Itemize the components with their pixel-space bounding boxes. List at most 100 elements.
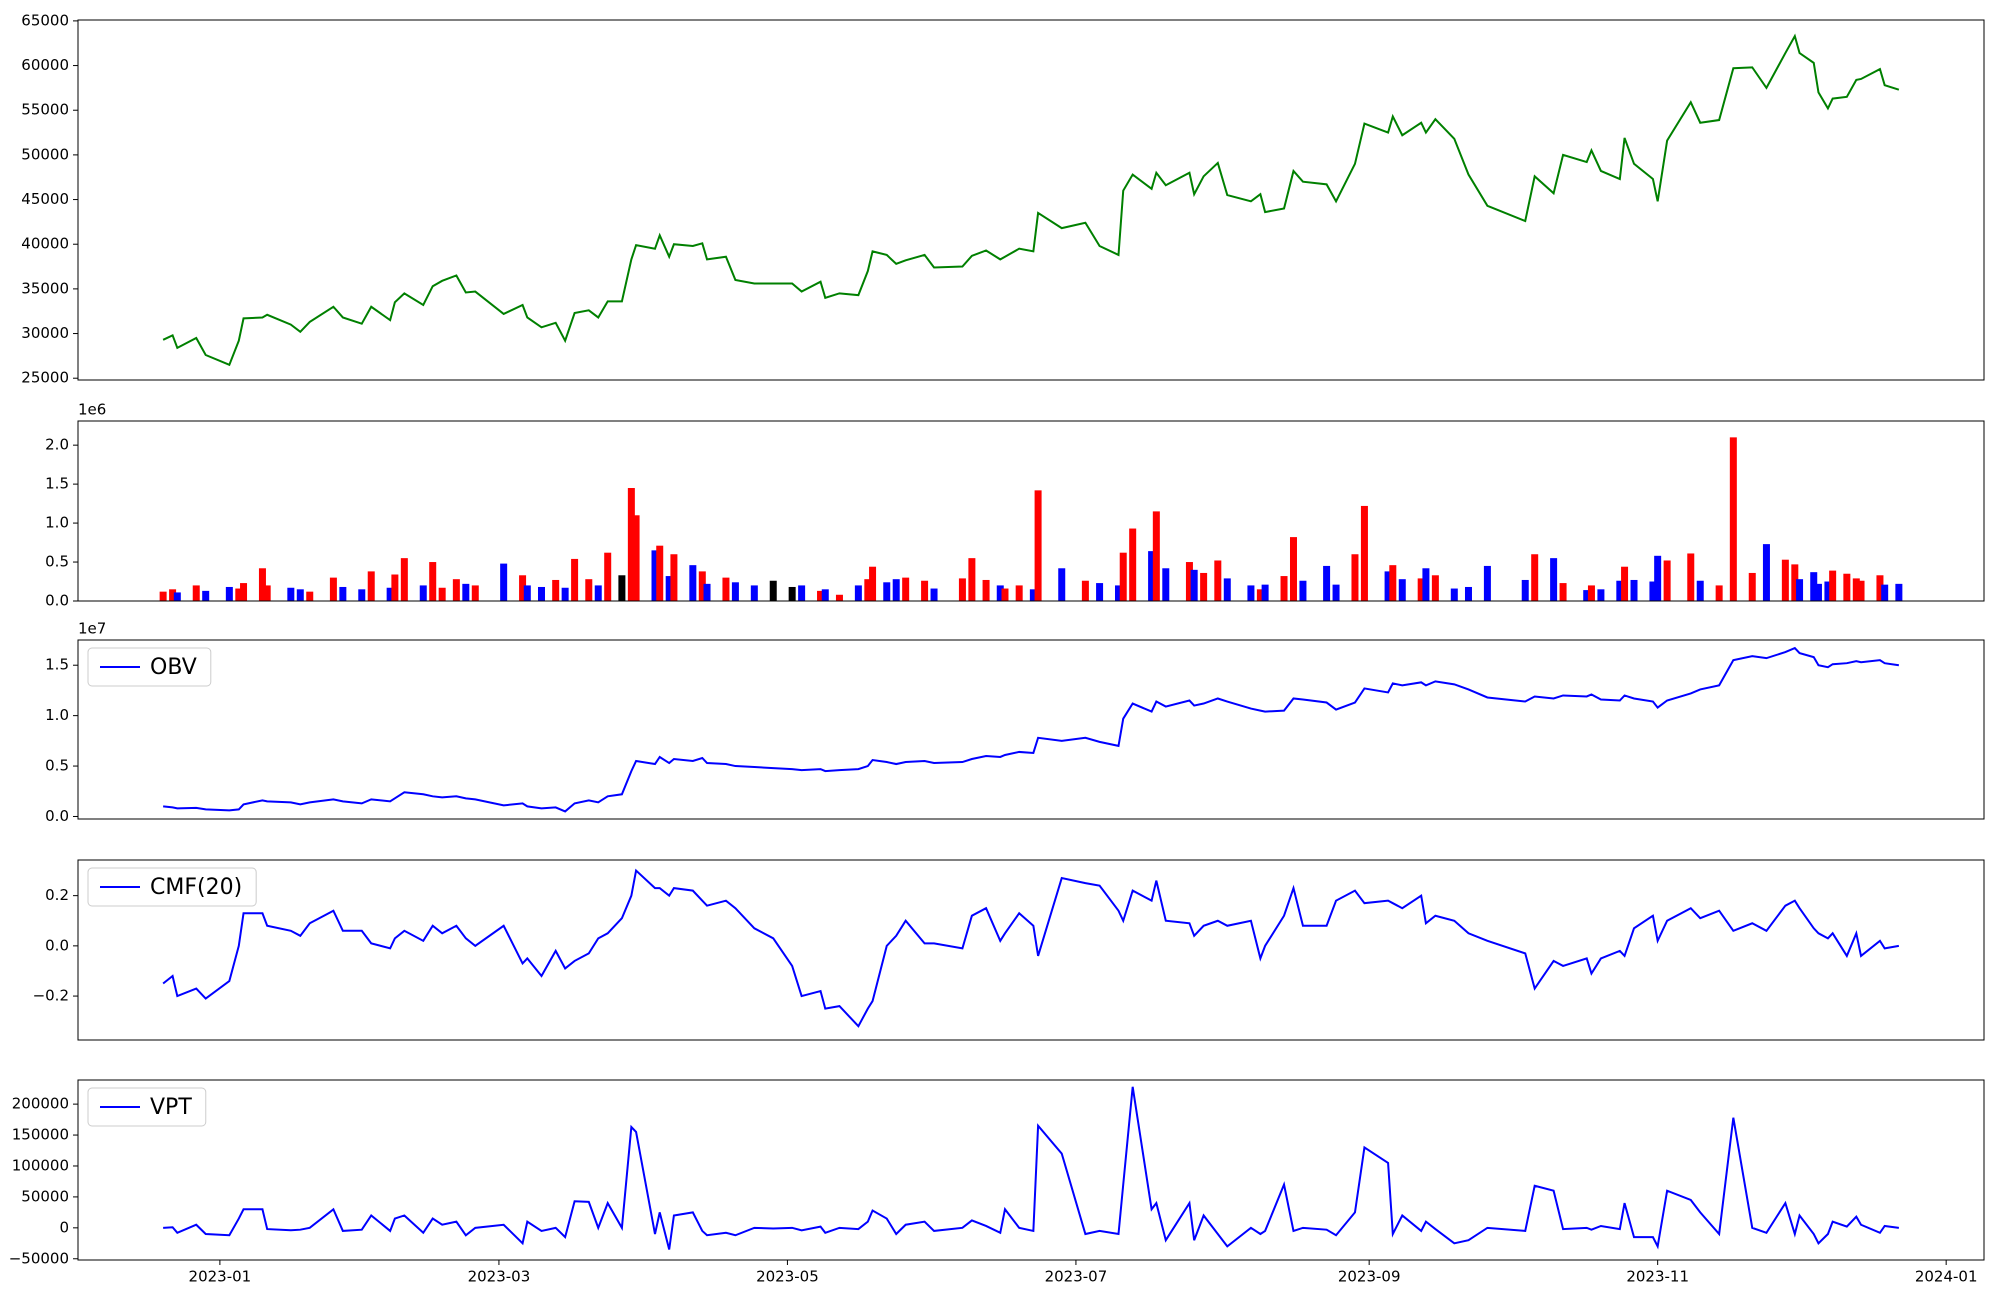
volume-bar [1781, 559, 1789, 601]
y-tick-label: 0.0 [45, 936, 69, 954]
volume-bar [523, 585, 531, 601]
x-tick-label: 2023-03 [468, 1268, 531, 1286]
volume-bar [471, 585, 479, 601]
volume-bar [1550, 558, 1558, 601]
volume-bar [698, 571, 706, 601]
y-tick-label: 0.5 [45, 553, 69, 571]
volume-bar [1531, 554, 1539, 601]
series-line [162, 868, 1900, 1028]
volume-bar [1323, 565, 1331, 601]
y-tick-label: 1.5 [45, 656, 69, 674]
volume-bar [462, 583, 470, 601]
volume-bar [864, 579, 872, 601]
volume-bar [429, 562, 437, 601]
volume-bar [817, 590, 825, 601]
volume-bar [1015, 585, 1023, 601]
plot-frame [77, 1079, 1985, 1261]
volume-bar [400, 558, 408, 601]
volume-bar [358, 589, 366, 601]
volume-bar [263, 585, 271, 601]
volume-bar [1058, 568, 1066, 601]
y-tick-label: −0.2 [33, 987, 69, 1005]
legend-label: VPT [150, 1095, 192, 1120]
volume-bar [1114, 585, 1122, 601]
volume-bar [202, 590, 210, 601]
volume-bar [1289, 537, 1297, 601]
volume-bar [1483, 565, 1491, 601]
volume-bar [438, 587, 446, 601]
y-tick-label: 45000 [21, 190, 69, 208]
volume-bar [1824, 581, 1832, 601]
volume-bar [306, 591, 314, 601]
y-tick-label: 65000 [21, 11, 69, 29]
volume-bar [537, 586, 545, 601]
volume-bar [1687, 553, 1695, 601]
volume-bar [1223, 578, 1231, 601]
volume-bar [1715, 585, 1723, 601]
x-tick-label: 2023-07 [1045, 1268, 1108, 1286]
y-tick-label: 1.0 [45, 514, 69, 532]
volume-bar [1034, 490, 1042, 601]
volume-bar [930, 588, 938, 601]
volume-bar [958, 578, 966, 601]
x-tick-label: 2024-01 [1915, 1268, 1978, 1286]
volume-bar [1332, 584, 1340, 601]
volume-bar [1895, 583, 1903, 601]
volume-bar [618, 575, 626, 601]
volume-bar [627, 488, 635, 601]
volume-bar [1649, 581, 1657, 601]
y-tick-label: 50000 [21, 1187, 69, 1205]
volume-bar [703, 583, 711, 601]
volume-bar [1185, 562, 1193, 601]
volume-bar [594, 585, 602, 601]
plot-frame [77, 420, 1985, 602]
volume-bar [1148, 551, 1156, 601]
volume-bar [500, 563, 508, 601]
legend-box [87, 647, 212, 687]
volume-bar [169, 589, 177, 601]
volume-bar [902, 577, 910, 601]
volume-bar [921, 580, 929, 601]
volume-bar [1852, 578, 1860, 601]
volume-bar [835, 594, 843, 601]
y-tick-label: 0.5 [45, 757, 69, 775]
volume-bar [1587, 585, 1595, 601]
volume-bar [731, 582, 739, 601]
volume-bar [1280, 576, 1288, 601]
y-tick-label: −50000 [9, 1249, 69, 1267]
volume-bar [1360, 505, 1368, 601]
volume-bar [1261, 584, 1269, 601]
volume-bar [1029, 589, 1037, 601]
volume-bar [1464, 586, 1472, 601]
volume-bar [1001, 588, 1009, 601]
y-tick-label: 55000 [21, 101, 69, 119]
y-tick-label: 50000 [21, 145, 69, 163]
volume-bar [1384, 571, 1392, 601]
y-tick-label: 40000 [21, 235, 69, 253]
volume-bar [722, 577, 730, 601]
volume-bar [173, 592, 181, 601]
volume-bar [235, 588, 243, 601]
plot-frame [77, 639, 1985, 820]
volume-bar [665, 576, 673, 601]
volume-bar [821, 589, 829, 601]
volume-bar [386, 587, 394, 601]
volume-bar [225, 586, 233, 601]
y-tick-label: 0.0 [45, 592, 69, 610]
volume-bar [1729, 437, 1737, 601]
volume-bar [968, 558, 976, 601]
volume-bar [296, 589, 304, 601]
volume-bar [1881, 584, 1889, 601]
volume-bar [329, 577, 337, 601]
volume-bar [854, 585, 862, 601]
legend-label: OBV [150, 655, 197, 680]
volume-bar [1247, 585, 1255, 601]
y-tick-label: 1.5 [45, 475, 69, 493]
volume-bar [519, 575, 527, 601]
volume-bar [1654, 555, 1662, 601]
volume-bar [1256, 589, 1264, 601]
volume-bar [571, 558, 579, 601]
volume-bar [769, 580, 777, 601]
volume-bar [632, 515, 640, 601]
